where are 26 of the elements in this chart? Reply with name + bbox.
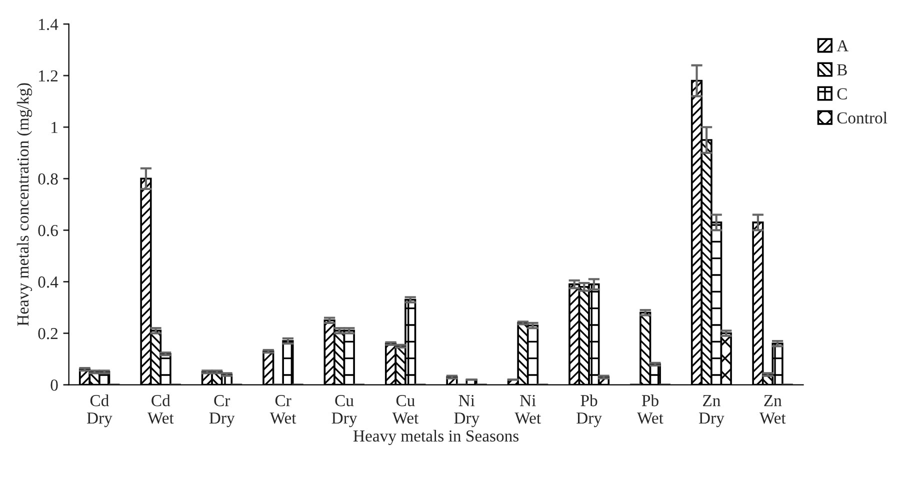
x-tick-label: Zn Wet xyxy=(759,395,786,424)
y-tick-label: 0.8 xyxy=(38,173,58,185)
x-tick-label: Cd Dry xyxy=(86,394,112,428)
legend-label: Control xyxy=(837,112,888,124)
x-tick-label: Ni Wet xyxy=(514,395,541,424)
y-tick-label: 1.4 xyxy=(39,18,58,30)
legend-label: B xyxy=(837,64,847,76)
y-tick-label: 0.2 xyxy=(38,328,58,340)
y-tick-label: 1.2 xyxy=(39,70,58,82)
y-tick-label: 0.4 xyxy=(38,276,58,288)
x-tick-label: Pb Wet xyxy=(637,394,664,424)
x-tick-label: Cu Dry xyxy=(332,395,358,428)
x-tick-label: Cr Wet xyxy=(270,395,296,424)
y-tick-label: 0.6 xyxy=(38,224,58,236)
y-tick-label: 1 xyxy=(52,122,58,133)
legend-label: C xyxy=(837,88,847,100)
x-tick-label: Zn Dry xyxy=(698,395,724,428)
y-axis-title: Heavy metals concentration (mg/kg) xyxy=(16,83,32,326)
x-tick-label: Pb Dry xyxy=(576,394,602,428)
y-tick-label: 0 xyxy=(50,380,58,391)
x-tick-label: Cr Dry xyxy=(209,395,235,428)
x-tick-label: Cd Wet xyxy=(147,394,174,424)
x-tick-label: Cu Wet xyxy=(392,395,419,424)
legend-label: A xyxy=(836,40,848,52)
x-axis-title: Heavy metals in Seasons xyxy=(353,430,519,446)
x-tick-label: Ni Dry xyxy=(454,395,480,428)
